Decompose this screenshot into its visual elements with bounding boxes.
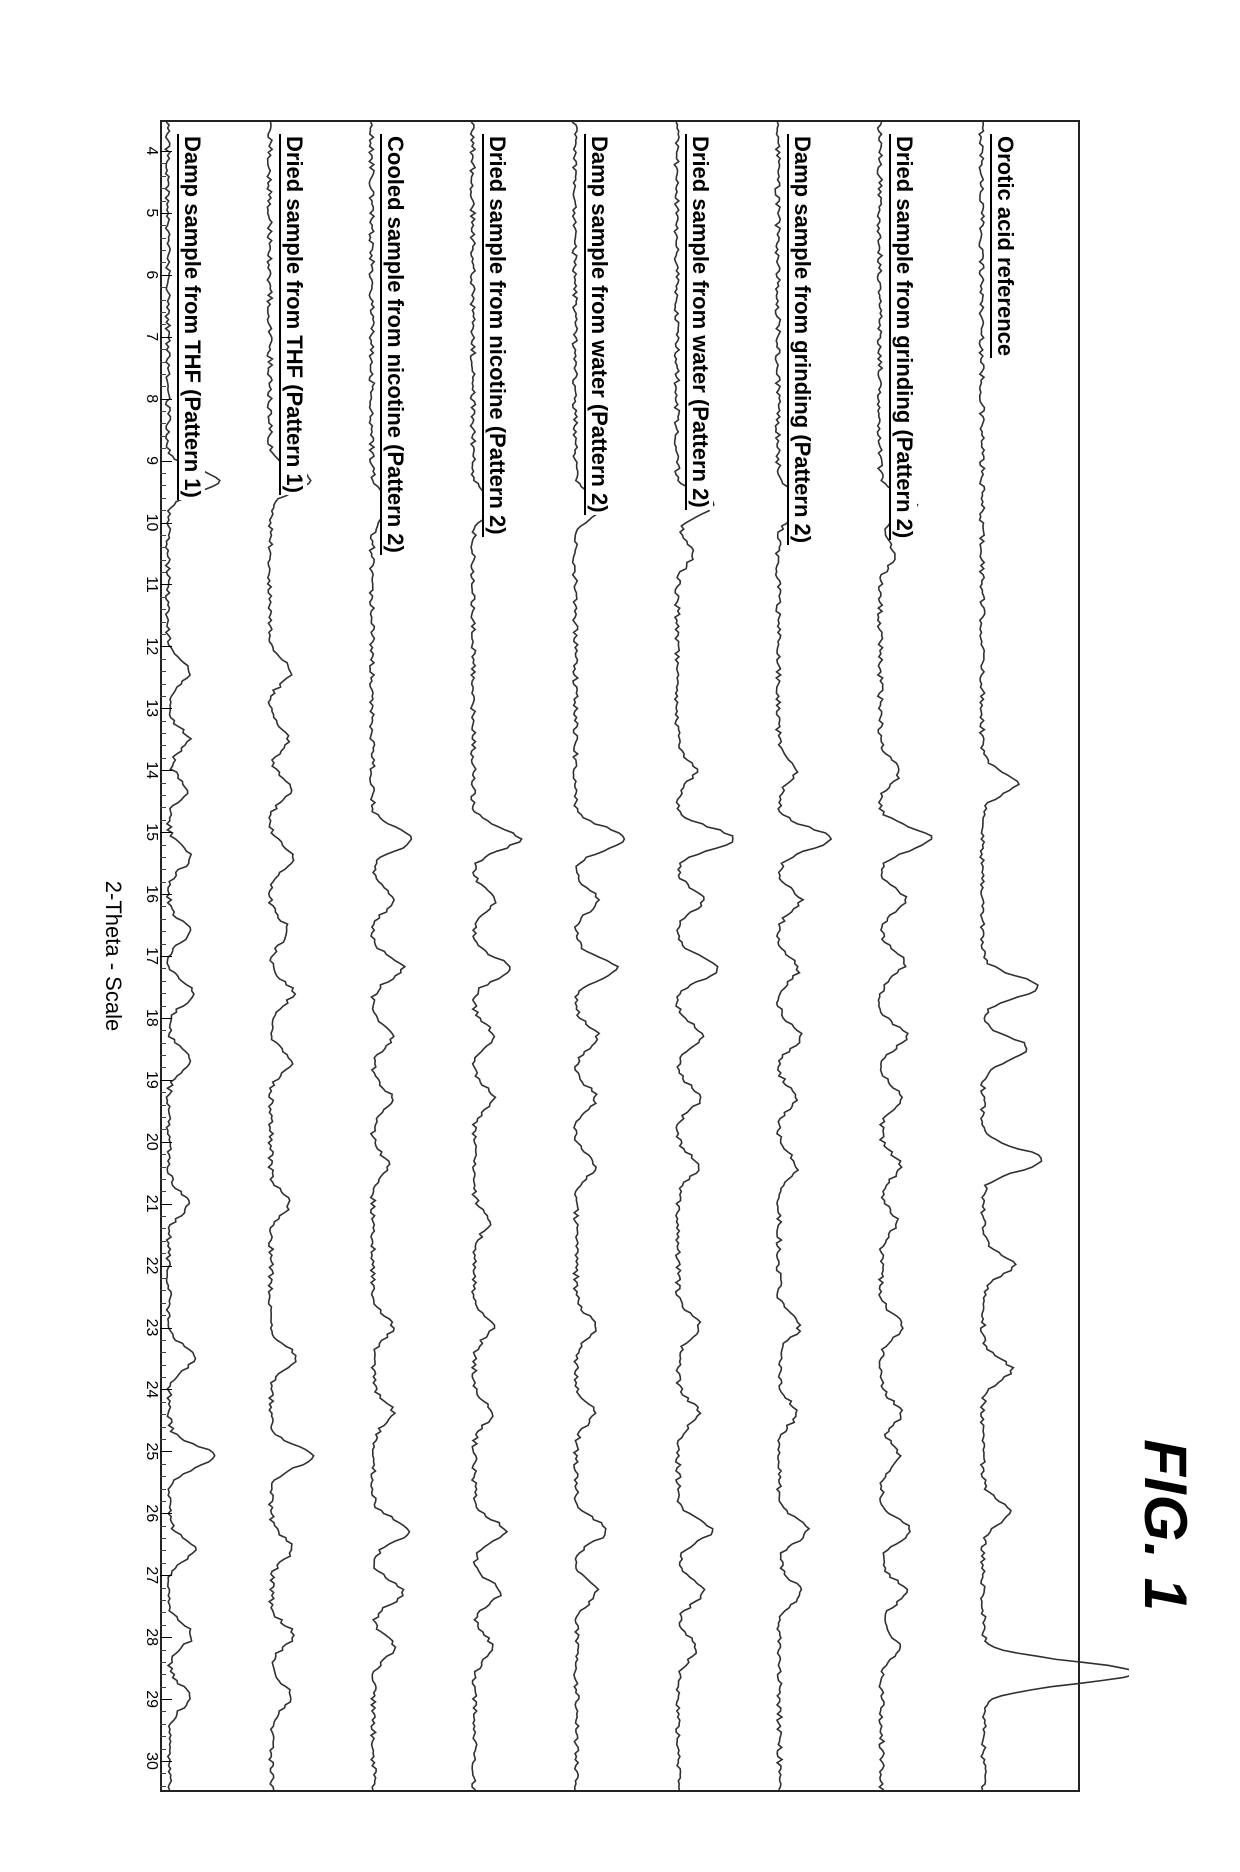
series-label: Cooled sample from nicotine (Pattern 2): [380, 134, 408, 555]
x-tick-label: 25: [142, 1443, 160, 1461]
x-axis-ticks: 4 5 6 7 8 9 10 11 12 13 14 15 16 17 18 19 20 21 22 23 24 25 26…: [138, 120, 160, 1792]
x-tick-label: 17: [142, 947, 160, 965]
x-tick-label: 30: [142, 1752, 160, 1770]
series-label: Dried sample from water (Pattern 2): [685, 134, 713, 510]
x-tick-label: 18: [142, 1009, 160, 1027]
x-tick-label: 19: [142, 1071, 160, 1089]
series-row: Damp sample from THF (Pattern 1): [163, 122, 265, 1790]
chart: Orotic acid reference Dried sample from g…: [100, 120, 1080, 1792]
x-tick-label: 6: [142, 270, 160, 279]
series-label: Orotic acid reference: [990, 134, 1018, 358]
plot-area: Orotic acid reference Dried sample from g…: [160, 120, 1080, 1792]
x-tick-label: 14: [142, 761, 160, 779]
series-label: Dried sample from grinding (Pattern 2): [889, 134, 917, 540]
x-tick-label: 12: [142, 637, 160, 655]
x-tick-label: 22: [142, 1257, 160, 1275]
x-tick-label: 5: [142, 208, 160, 217]
x-tick-label: 13: [142, 699, 160, 717]
series-label: Damp sample from water (Pattern 2): [584, 134, 612, 515]
x-tick-label: 29: [142, 1690, 160, 1708]
figure-title: FIG. 1: [1131, 1439, 1200, 1612]
x-tick-label: 8: [142, 394, 160, 403]
x-tick-label: 28: [142, 1628, 160, 1646]
series-label: Damp sample from THF (Pattern 1): [177, 134, 205, 500]
x-axis-label: 2-Theta - Scale: [100, 120, 126, 1792]
x-tick-label: 11: [142, 576, 160, 593]
x-tick-label: 21: [142, 1195, 160, 1213]
series-label: Damp sample from grinding (Pattern 2): [787, 134, 815, 545]
x-tick-label: 16: [142, 885, 160, 903]
x-tick-label: 10: [142, 514, 160, 532]
x-tick-label: 9: [142, 456, 160, 465]
x-tick-label: 24: [142, 1381, 160, 1399]
x-tick-label: 27: [142, 1566, 160, 1584]
x-tick-label: 23: [142, 1319, 160, 1337]
series-label: Dried sample from nicotine (Pattern 2): [482, 134, 510, 537]
x-tick-label: 15: [142, 823, 160, 841]
series-label: Dried sample from THF (Pattern 1): [279, 134, 307, 495]
x-tick-label: 26: [142, 1504, 160, 1522]
x-tick-label: 4: [142, 147, 160, 156]
x-tick-label: 20: [142, 1133, 160, 1151]
page-container: FIG. 1 Orotic acid reference Dried sample…: [0, 0, 1240, 1872]
x-tick-label: 7: [142, 332, 160, 341]
